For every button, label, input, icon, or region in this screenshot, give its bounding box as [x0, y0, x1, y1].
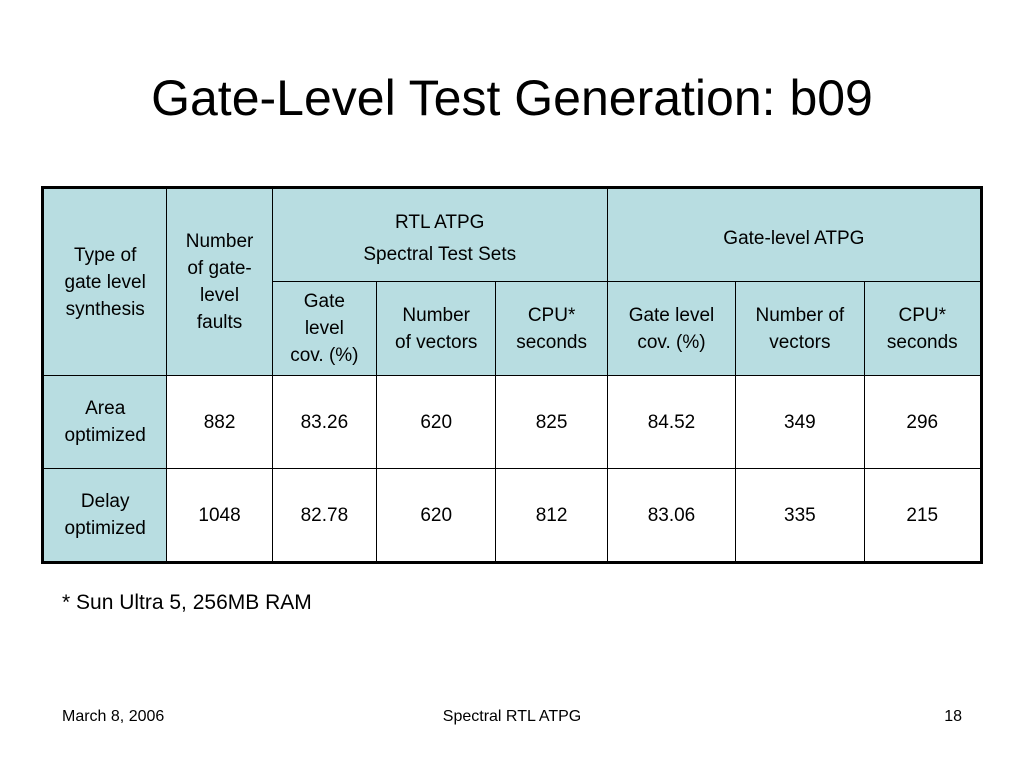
- header-rtl-cpu: CPU* seconds: [495, 281, 608, 376]
- header-rtl-atpg-group: RTL ATPG Spectral Test Sets: [271, 187, 608, 282]
- results-table: Type of gate level synthesis Number of g…: [41, 186, 983, 564]
- cell-faults: 1048: [166, 468, 273, 563]
- cell-rtl-vectors: 620: [376, 468, 497, 563]
- cell-rtl-coverage: 83.26: [271, 375, 378, 469]
- footer-title: Spectral RTL ATPG: [442, 708, 582, 725]
- header-row-group: Type of gate level synthesis Number of g…: [41, 187, 983, 376]
- cell-rtl-cpu: 812: [495, 468, 608, 563]
- cell-gate-cpu: 215: [863, 468, 983, 563]
- table-row: Area optimized 882 83.26 620 825 84.52 3…: [41, 375, 983, 469]
- cell-gate-vectors: 335: [735, 468, 865, 563]
- header-gate-cpu: CPU* seconds: [863, 281, 983, 376]
- slide-title: Gate-Level Test Generation: b09: [151, 70, 873, 126]
- table-row: Delay optimized 1048 82.78 620 812 83.06…: [41, 468, 983, 563]
- row-type-label: Area optimized: [41, 375, 168, 469]
- cell-gate-coverage: 83.06: [606, 468, 737, 563]
- header-rtl-coverage: Gate level cov. (%): [271, 281, 378, 376]
- header-gate-coverage: Gate level cov. (%): [606, 281, 737, 376]
- cell-rtl-cpu: 825: [495, 375, 608, 469]
- header-gate-level-atpg-group: Gate-level ATPG: [606, 187, 983, 282]
- cell-gate-coverage: 84.52: [606, 375, 737, 469]
- cell-rtl-coverage: 82.78: [271, 468, 378, 563]
- row-type-label: Delay optimized: [41, 468, 168, 563]
- footer-date: March 8, 2006: [62, 708, 165, 725]
- footnote: * Sun Ultra 5, 256MB RAM: [62, 591, 312, 614]
- header-number-of-faults: Number of gate- level faults: [166, 187, 273, 376]
- header-gate-vectors: Number of vectors: [735, 281, 865, 376]
- header-row-columns: Gate level cov. (%) Number of vectors CP…: [43, 281, 983, 376]
- cell-faults: 882: [166, 375, 273, 469]
- header-rtl-vectors: Number of vectors: [376, 281, 497, 376]
- cell-gate-vectors: 349: [735, 375, 865, 469]
- page-number: 18: [944, 708, 962, 725]
- cell-gate-cpu: 296: [863, 375, 983, 469]
- header-type-of-synthesis: Type of gate level synthesis: [41, 187, 168, 376]
- cell-rtl-vectors: 620: [376, 375, 497, 469]
